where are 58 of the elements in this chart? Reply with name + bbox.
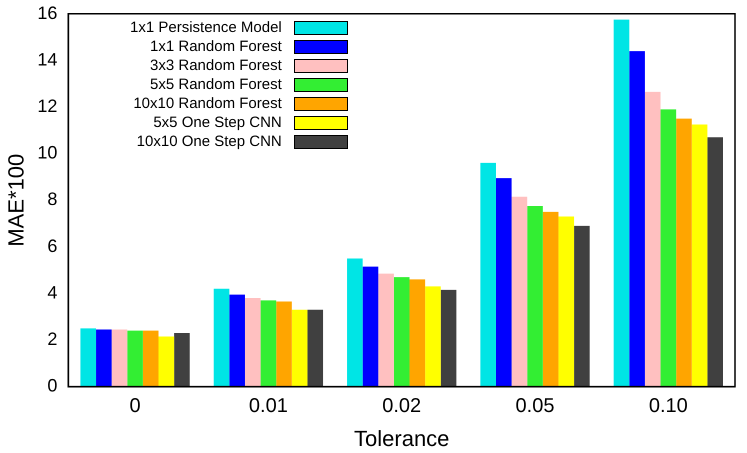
bar — [112, 330, 128, 387]
bar — [692, 124, 708, 387]
x-axis-title: Tolerance — [354, 426, 450, 451]
x-tick-label: 0.05 — [516, 395, 554, 418]
bar — [707, 137, 723, 387]
bar — [440, 290, 456, 387]
legend-label: 5x5 One Step CNN — [153, 113, 282, 132]
bar — [158, 336, 174, 387]
bar — [574, 226, 590, 387]
bar — [676, 118, 692, 387]
bar — [362, 266, 378, 387]
y-tick-label: 4 — [47, 282, 58, 302]
y-tick-label: 16 — [37, 2, 58, 23]
legend-label: 3x3 Random Forest — [150, 56, 282, 75]
bar — [229, 294, 245, 387]
legend-label: 1x1 Random Forest — [150, 37, 282, 56]
x-tick-label: 0.10 — [648, 395, 688, 418]
legend-label: 10x10 Random Forest — [133, 94, 282, 113]
bar — [260, 300, 276, 387]
y-tick-label: 14 — [37, 49, 58, 70]
bar — [496, 178, 512, 387]
bar — [80, 328, 96, 387]
bar — [378, 274, 394, 387]
x-tick-label: 0.01 — [248, 395, 288, 418]
bar — [96, 330, 112, 387]
bar — [214, 288, 230, 387]
y-axis-title: MAE*100 — [3, 154, 28, 247]
y-tick-label: 0 — [47, 376, 58, 396]
bar — [292, 310, 308, 387]
bar — [425, 286, 441, 387]
y-tick-label: 8 — [47, 189, 58, 210]
legend-label: 5x5 Random Forest — [150, 75, 282, 94]
bar — [394, 277, 410, 387]
y-tick-label: 10 — [37, 142, 58, 163]
bar — [512, 196, 528, 387]
bar — [276, 302, 292, 387]
y-tick-label: 6 — [47, 236, 58, 256]
bar — [558, 216, 574, 387]
bar — [480, 162, 496, 387]
bar — [629, 51, 645, 387]
bar — [244, 298, 261, 387]
bar — [527, 206, 543, 387]
bar — [410, 279, 426, 387]
bar — [614, 20, 630, 387]
bar — [660, 109, 676, 387]
bar — [127, 330, 143, 387]
bar — [307, 310, 324, 387]
bar — [644, 92, 661, 387]
bar — [542, 212, 558, 387]
bar — [142, 330, 159, 387]
x-tick-label: 0 — [130, 395, 141, 418]
y-tick-label: 12 — [37, 96, 58, 116]
bar — [347, 258, 363, 387]
y-tick-label: 2 — [47, 328, 58, 349]
x-tick-label: 0.02 — [382, 395, 422, 418]
legend-label: 10x10 One Step CNN — [136, 132, 282, 151]
legend-label: 1x1 Persistence Model — [130, 18, 282, 37]
bar — [174, 333, 190, 387]
